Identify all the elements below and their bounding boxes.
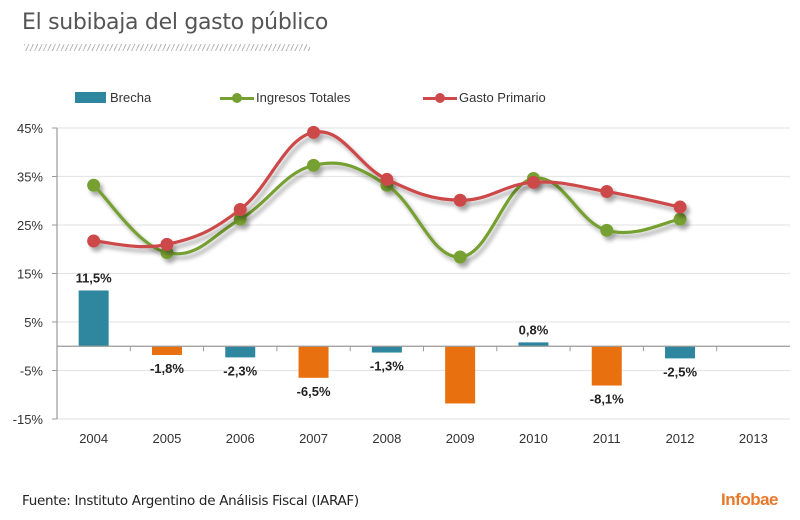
bar-brecha [78,290,109,347]
point-gasto [160,237,174,251]
x-tick-label: 2004 [79,431,108,446]
bar-brecha [518,342,549,347]
bar-data-label: -8,1% [590,392,624,407]
point-ingresos [673,212,687,226]
bar-data-label: -1,8% [150,361,184,376]
legend-item-gasto: Gasto Primario [423,90,546,105]
x-tick-label: 2013 [739,431,768,446]
point-ingresos [600,223,614,237]
point-gasto [673,200,687,214]
legend-marker-ingresos [220,92,254,104]
point-ingresos [453,250,467,264]
point-gasto [87,234,101,248]
bar-brecha [591,346,622,386]
point-gasto [233,202,247,216]
bar-brecha [371,346,402,353]
x-tick-label: 2007 [299,431,328,446]
point-gasto [307,125,321,139]
series-gasto [87,125,687,251]
bar-brecha [445,346,476,404]
bar-data-label: 0,8% [519,322,549,337]
x-tick-label: 2012 [666,431,695,446]
legend-item-ingresos: Ingresos Totales [220,90,350,105]
title-underline-hatch [24,44,310,51]
point-ingresos [233,212,247,226]
y-tick-label: 35% [17,170,43,185]
x-tick-label: 2010 [519,431,548,446]
x-tick-label: 2006 [226,431,255,446]
y-tick-label: 15% [17,267,43,282]
x-tick-label: 2011 [593,431,621,446]
y-tick-label: 45% [17,121,43,136]
legend-marker-gasto [423,92,457,104]
legend-swatch-brecha [75,92,106,103]
bar-data-label: 11,5% [76,270,113,285]
y-tick-label: -5% [20,364,44,379]
legend-label-brecha: Brecha [110,90,152,105]
point-gasto [380,172,394,186]
legend-label-ingresos: Ingresos Totales [256,90,351,105]
bar-brecha [298,346,329,378]
x-tick-label: 2005 [152,431,181,446]
y-tick-label: 5% [24,315,43,330]
point-gasto [453,193,467,207]
y-tick-label: 25% [17,218,43,233]
x-tick-label: 2009 [446,431,475,446]
brand-logo: Infobae [721,490,778,509]
legend-label-gasto: Gasto Primario [459,90,546,105]
bar-brecha [151,346,182,355]
point-ingresos [87,178,101,192]
point-gasto [600,185,614,199]
x-tick-label: 2008 [372,431,401,446]
point-ingresos [307,158,321,172]
bar-brecha [225,346,256,358]
bar-data-label: -2,5% [663,364,697,379]
line-gasto [92,130,682,249]
bar-data-label: -1,3% [370,359,404,374]
bar-data-label: -6,5% [297,384,331,399]
point-gasto [526,175,540,189]
legend-item-brecha: Brecha [75,90,151,105]
bar-data-label: -2,3% [223,363,257,378]
y-tick-label: -15% [13,412,44,427]
bar-brecha [665,346,696,359]
source-note: Fuente: Instituto Argentino de Análisis … [22,493,359,509]
chart-title: El subibaja del gasto público [22,10,329,35]
